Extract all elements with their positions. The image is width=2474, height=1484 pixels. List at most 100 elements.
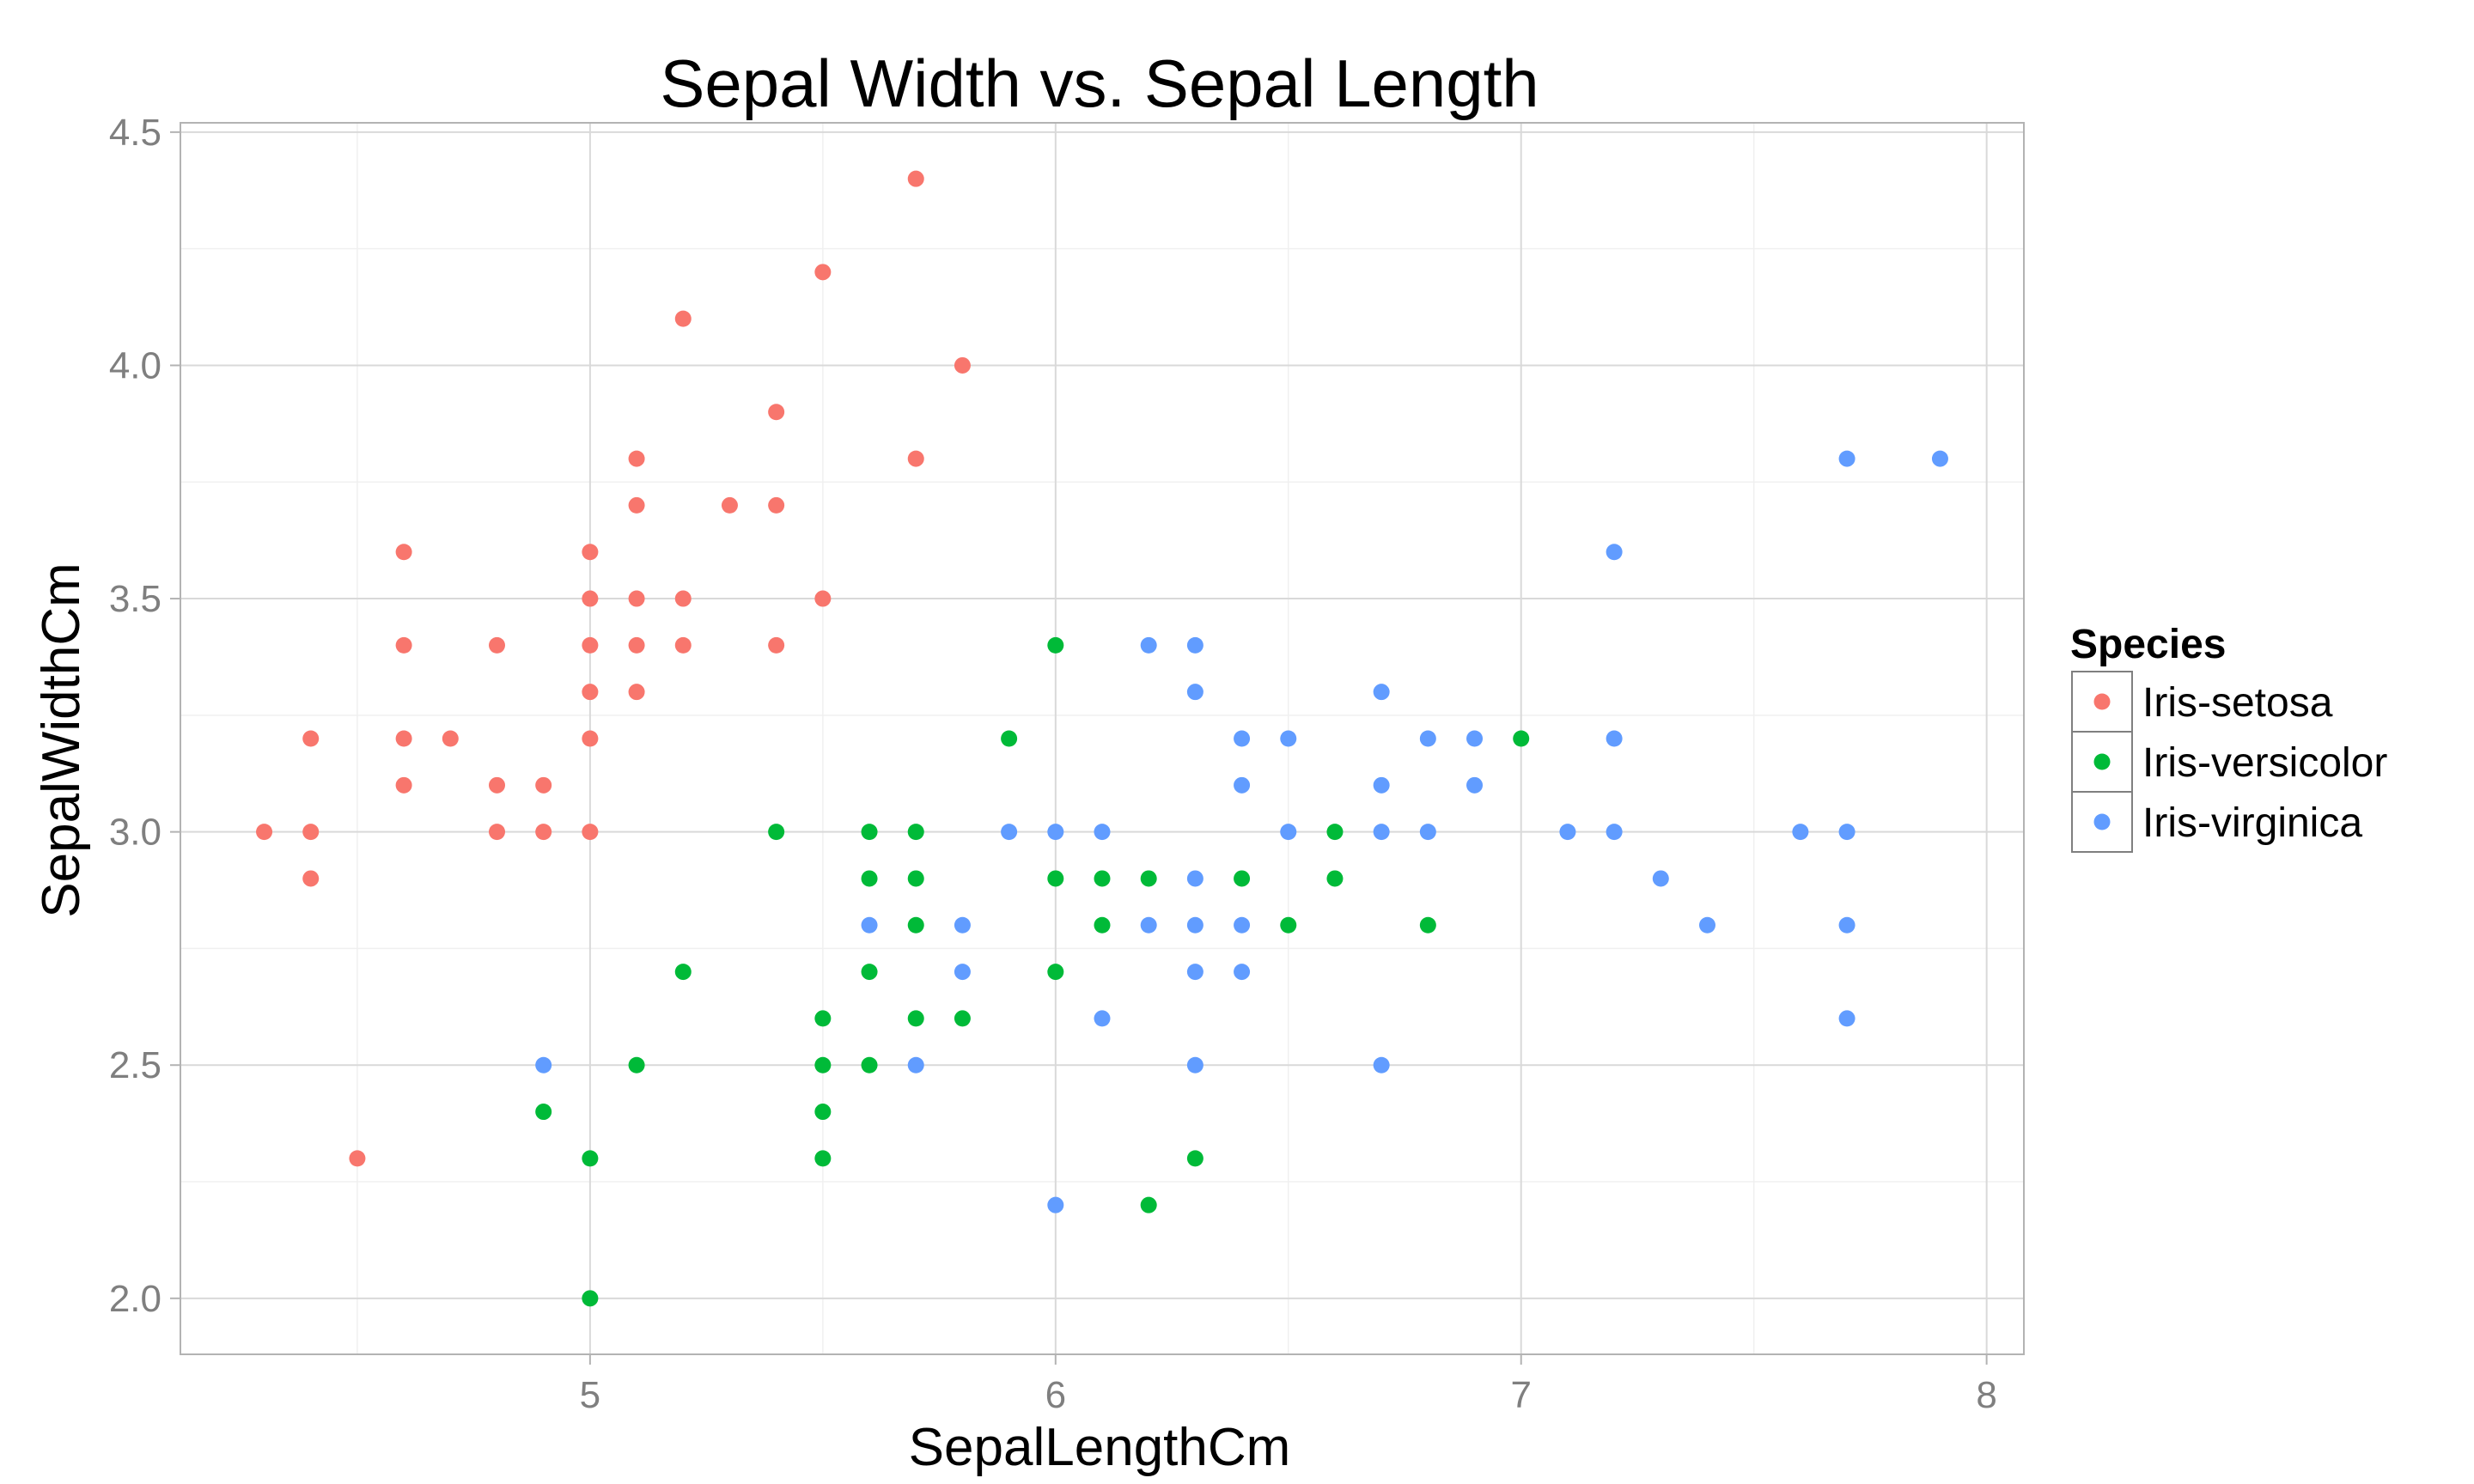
- point-iris-virginica: [1140, 636, 1157, 654]
- point-iris-versicolor: [1234, 870, 1251, 887]
- point-iris-setosa: [628, 684, 645, 701]
- point-iris-setosa: [395, 776, 412, 794]
- y-tick-label: 4.5: [109, 112, 161, 154]
- point-iris-versicolor: [1419, 916, 1436, 934]
- legend-swatch: [2093, 693, 2111, 710]
- point-iris-setosa: [582, 636, 599, 654]
- y-tick-label: 4.0: [109, 344, 161, 386]
- point-iris-versicolor: [1140, 1196, 1157, 1213]
- point-iris-setosa: [442, 730, 459, 747]
- point-iris-virginica: [1373, 684, 1390, 701]
- point-iris-setosa: [489, 636, 506, 654]
- point-iris-setosa: [302, 824, 320, 841]
- point-iris-versicolor: [861, 1056, 878, 1073]
- point-iris-versicolor: [861, 870, 878, 887]
- point-iris-setosa: [582, 590, 599, 607]
- y-tick-label: 2.5: [109, 1044, 161, 1086]
- point-iris-setosa: [256, 824, 273, 841]
- point-iris-setosa: [768, 636, 785, 654]
- point-iris-versicolor: [1326, 824, 1344, 841]
- point-iris-virginica: [1606, 544, 1623, 561]
- legend: Species Iris-setosa Iris-versicolor Iris-v…: [2070, 622, 2387, 853]
- point-iris-virginica: [1838, 916, 1855, 934]
- point-iris-virginica: [1280, 824, 1297, 841]
- point-iris-setosa: [302, 730, 320, 747]
- point-iris-setosa: [582, 544, 599, 561]
- point-iris-versicolor: [1094, 870, 1111, 887]
- point-iris-versicolor: [1513, 730, 1530, 747]
- x-tick-label: 7: [1510, 1374, 1531, 1416]
- point-iris-setosa: [628, 636, 645, 654]
- point-iris-virginica: [1373, 1056, 1390, 1073]
- legend-items: Iris-setosa Iris-versicolor Iris-virginica: [2071, 671, 2387, 853]
- legend-item-iris-versicolor: Iris-versicolor: [2071, 731, 2387, 793]
- point-iris-versicolor: [954, 1010, 971, 1027]
- point-iris-setosa: [768, 404, 785, 421]
- point-iris-virginica: [954, 964, 971, 981]
- point-iris-virginica: [1094, 824, 1111, 841]
- x-axis-title: SepalLengthCm: [909, 1418, 1291, 1477]
- point-iris-virginica: [1652, 870, 1669, 887]
- point-iris-virginica: [1280, 730, 1297, 747]
- point-iris-virginica: [1606, 824, 1623, 841]
- point-iris-versicolor: [768, 824, 785, 841]
- legend-label: Iris-virginica: [2142, 800, 2362, 846]
- point-iris-setosa: [349, 1150, 366, 1167]
- point-iris-virginica: [907, 1056, 924, 1073]
- point-iris-virginica: [1466, 776, 1484, 794]
- point-iris-setosa: [395, 730, 412, 747]
- point-iris-versicolor: [1047, 870, 1064, 887]
- y-tick-label: 3.0: [109, 812, 161, 854]
- chart-title: Sepal Width vs. Sepal Length: [660, 46, 1539, 121]
- point-iris-virginica: [1373, 824, 1390, 841]
- point-iris-versicolor: [1280, 916, 1297, 934]
- point-iris-virginica: [1838, 824, 1855, 841]
- point-iris-versicolor: [582, 1150, 599, 1167]
- point-iris-virginica: [1186, 636, 1203, 654]
- point-iris-setosa: [814, 590, 832, 607]
- point-iris-setosa: [302, 870, 320, 887]
- point-iris-versicolor: [861, 964, 878, 981]
- point-iris-virginica: [1373, 776, 1390, 794]
- y-axis-title: SepalWidthCm: [32, 563, 91, 917]
- point-iris-setosa: [582, 684, 599, 701]
- point-iris-setosa: [721, 496, 738, 514]
- point-iris-setosa: [489, 776, 506, 794]
- point-iris-versicolor: [1140, 870, 1157, 887]
- point-iris-versicolor: [814, 1104, 832, 1121]
- point-iris-virginica: [1698, 916, 1715, 934]
- point-iris-versicolor: [907, 1010, 924, 1027]
- point-iris-virginica: [1234, 916, 1251, 934]
- point-iris-setosa: [535, 824, 552, 841]
- legend-item-iris-virginica: Iris-virginica: [2071, 791, 2362, 853]
- y-axis: 2.0 2.5 3.0 3.5 4.0 4.5: [109, 112, 180, 1320]
- point-iris-virginica: [1419, 730, 1436, 747]
- legend-key: [2071, 671, 2133, 733]
- point-iris-virginica: [1466, 730, 1484, 747]
- point-iris-virginica: [954, 916, 971, 934]
- point-iris-versicolor: [907, 824, 924, 841]
- point-iris-virginica: [1606, 730, 1623, 747]
- x-axis: 5 6 7 8: [580, 1354, 1997, 1416]
- point-iris-virginica: [1234, 776, 1251, 794]
- point-iris-versicolor: [535, 1104, 552, 1121]
- point-iris-setosa: [954, 356, 971, 374]
- point-iris-setosa: [582, 730, 599, 747]
- point-iris-versicolor: [814, 1056, 832, 1073]
- point-iris-versicolor: [674, 964, 692, 981]
- x-tick-label: 8: [1976, 1374, 1996, 1416]
- point-iris-virginica: [1838, 1010, 1855, 1027]
- y-tick-label: 3.5: [109, 578, 161, 620]
- point-iris-setosa: [768, 496, 785, 514]
- point-iris-setosa: [674, 310, 692, 327]
- point-iris-virginica: [1931, 450, 1948, 467]
- point-iris-setosa: [582, 824, 599, 841]
- point-iris-setosa: [628, 496, 645, 514]
- legend-label: Iris-versicolor: [2142, 740, 2387, 786]
- point-iris-virginica: [1792, 824, 1809, 841]
- point-iris-setosa: [907, 450, 924, 467]
- point-iris-virginica: [1094, 1010, 1111, 1027]
- minor-gridlines: [180, 123, 2024, 1354]
- point-iris-virginica: [1140, 916, 1157, 934]
- point-iris-virginica: [1186, 870, 1203, 887]
